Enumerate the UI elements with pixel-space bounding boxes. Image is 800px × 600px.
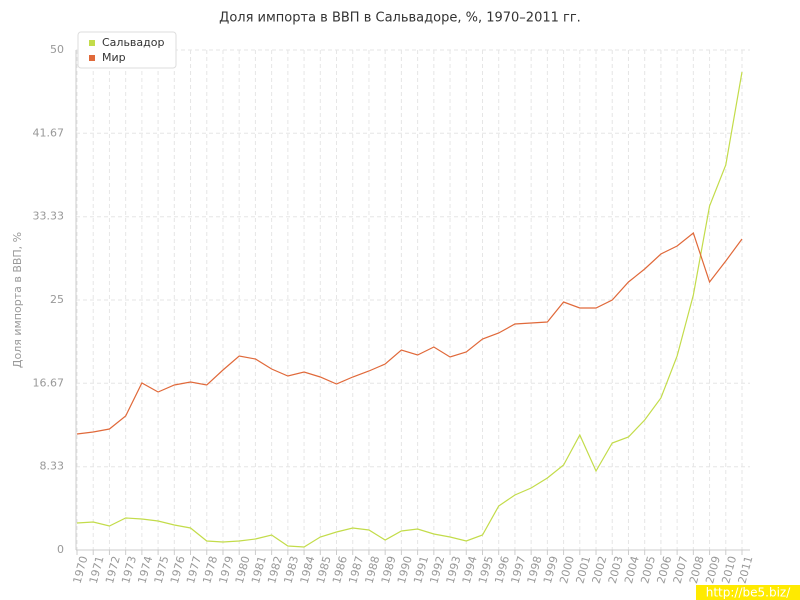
series-line bbox=[76, 71, 743, 548]
legend-swatch bbox=[89, 40, 95, 46]
y-tick-label: 16.67 bbox=[33, 376, 65, 389]
y-tick-label: 33.33 bbox=[33, 210, 65, 223]
legend-swatch bbox=[89, 55, 95, 61]
legend-box bbox=[77, 31, 177, 69]
watermark-bg bbox=[696, 585, 800, 600]
y-tick-label: 25 bbox=[50, 293, 64, 306]
legend-label: Сальвадор bbox=[102, 36, 164, 49]
chart-title: Доля импорта в ВВП в Сальвадоре, %, 1970… bbox=[219, 11, 581, 26]
y-tick-label: 0 bbox=[57, 543, 64, 556]
watermark: http://be5.biz/ bbox=[706, 586, 791, 600]
legend-label: Мир bbox=[102, 51, 126, 64]
y-tick-label: 41.67 bbox=[33, 126, 65, 139]
y-axis-label: Доля импорта в ВВП, % bbox=[11, 232, 24, 368]
series-line bbox=[76, 231, 743, 435]
y-tick-label: 8.33 bbox=[40, 460, 65, 473]
y-tick-label: 50 bbox=[50, 43, 64, 56]
